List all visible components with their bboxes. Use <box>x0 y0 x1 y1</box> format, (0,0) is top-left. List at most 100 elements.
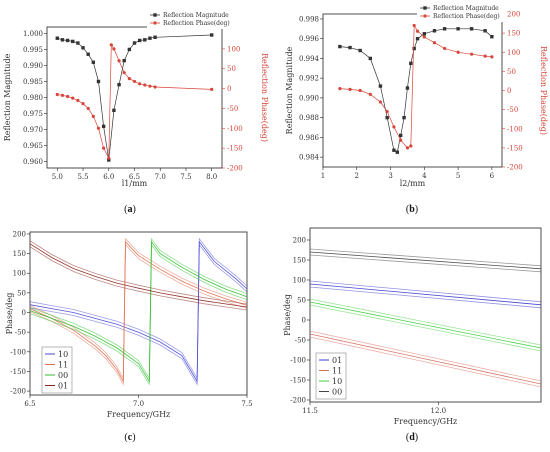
panel-d-y-tick-label: -200 <box>290 397 306 405</box>
panel-b-series-reflection-magnitude-point <box>392 148 396 152</box>
panel-a-y2-tick-label: -100 <box>227 125 243 133</box>
panel-b-series-reflection-magnitude-point <box>395 150 400 154</box>
panel-b-series-reflection-magnitude-point <box>409 61 413 66</box>
panel-a-y-tick-label: 1.000 <box>23 30 43 38</box>
panel-d-series-11-line <box>309 330 542 382</box>
panel-d-series-01-line <box>309 280 542 303</box>
panel-d-y-tick-label: -100 <box>290 357 306 365</box>
panel-a-series-reflection-magnitude-point <box>96 79 101 84</box>
panel-d-y-tick-label: -150 <box>290 377 306 385</box>
panel-b-y-tick-label: 0.996 <box>299 35 320 43</box>
panel-a-series-reflection-magnitude-point <box>132 41 137 45</box>
panel-b-series-reflection-magnitude-point <box>402 115 406 120</box>
panel-a-series-reflection-magnitude-point <box>137 38 142 43</box>
panel-b-series-reflection-magnitude-point <box>483 29 487 33</box>
panel-a-series-reflection-phase-deg--point <box>122 71 126 75</box>
panel-a-series-reflection-magnitude-point <box>107 158 111 162</box>
panel-a-series-reflection-phase-deg--point <box>71 96 75 100</box>
panel-a-series-reflection-phase-deg--point <box>210 87 214 91</box>
panel-b-series-reflection-magnitude-point <box>490 35 494 39</box>
panel-a-y2-axis-title: Reflection Phase(deg) <box>260 53 269 142</box>
panel-b-y-tick-label: 0.984 <box>299 154 320 162</box>
panel-b-y2-tick-label: -50 <box>507 106 518 114</box>
panel-a-series-reflection-magnitude-point <box>86 52 90 56</box>
panel-a-series-reflection-phase-deg--point <box>138 82 142 86</box>
panel-c-legend-label: 01 <box>58 382 68 391</box>
panel-a-series-reflection-magnitude-point <box>112 108 116 113</box>
panel-a-y-tick-label: 0.990 <box>23 62 43 70</box>
panel-b-x-tick-label: 6 <box>490 172 495 180</box>
panel-b-series-reflection-phase-deg--point <box>412 23 416 28</box>
panel-b-series-reflection-magnitude-point <box>469 27 474 31</box>
panel-a-series-reflection-phase-deg--point <box>102 146 106 150</box>
panel-a-y-tick-label: 0.995 <box>23 46 43 54</box>
panel-b-y2-axis-title: Reflection Phase(deg) <box>539 46 548 135</box>
panel-b-series-reflection-magnitude-point <box>378 84 383 88</box>
panel-b-x-tick-label: 2 <box>355 172 359 180</box>
panel-d-plot-frame <box>309 227 542 403</box>
panel-c-x-tick-label: 7.0 <box>133 400 144 408</box>
panel-c-series-11-line <box>29 243 248 386</box>
panel-a-series-reflection-magnitude-point <box>81 46 85 50</box>
panel-b-series-reflection-phase-deg--point <box>378 100 383 104</box>
panel-b-series-reflection-phase-deg--point <box>422 35 426 39</box>
panel-b-series-reflection-magnitude-point <box>368 56 372 61</box>
panel-a-series-reflection-phase-deg--point <box>117 59 121 63</box>
panel-a-series-reflection-phase-deg--point <box>91 114 95 118</box>
panel-b-series-reflection-magnitude-point <box>398 133 403 138</box>
panel-a-y-tick-label: 0.965 <box>23 142 43 150</box>
panel-d-y-tick-label: 0 <box>302 317 306 325</box>
panel-b-series-reflection-phase-deg--point <box>483 54 487 58</box>
panel-d-series-01-line <box>309 283 542 306</box>
panel-a-legend-box <box>147 10 237 29</box>
panel-a-x-tick-label: 5.5 <box>77 173 88 181</box>
panel-b-y-tick-label: 0.988 <box>299 114 319 122</box>
panel-a-series-reflection-magnitude-point <box>60 38 65 42</box>
panel-b-series-reflection-magnitude-line <box>339 28 493 153</box>
panel-c-y-tick-label: -200 <box>10 388 26 396</box>
panel-b-y2-tick-label: 0 <box>507 87 511 95</box>
panel-b-y-tick-label: 0.990 <box>299 94 319 102</box>
panel-a-y-axis-title: Reflection Magnitude <box>3 53 12 141</box>
panel-d-x-tick-label: 12.0 <box>431 407 447 415</box>
panel-b-series-reflection-magnitude-point <box>405 86 410 90</box>
panel-d-series-10-line <box>309 304 542 352</box>
panel-d-series-00-line <box>309 251 542 270</box>
panel-b-y-tick-label: 0.994 <box>299 55 320 63</box>
panel-b-series-reflection-magnitude-point <box>422 32 427 36</box>
panel-c-y-tick-label: -100 <box>10 348 26 356</box>
panel-a-series-reflection-magnitude-line <box>57 34 212 161</box>
panel-c-x-tick-label: 6.5 <box>24 400 35 408</box>
panel-b-series-reflection-magnitude-point <box>415 36 420 41</box>
panel-d-series-11-line <box>309 333 542 385</box>
panel-a-x-tick-label: 7.0 <box>155 173 166 181</box>
panel-a-legend-label: Reflection Phase(deg) <box>163 20 230 27</box>
panel-b-series-reflection-phase-deg--point <box>415 29 420 33</box>
panel-b-y2-tick-label: -100 <box>507 125 523 133</box>
panel-b-y2-tick-label: 50 <box>507 68 516 76</box>
panel-a-x-axis-title: l1/mm <box>122 179 148 188</box>
panel-b-legend-box <box>417 3 507 22</box>
panel-a-series-reflection-phase-deg--point <box>109 43 113 47</box>
panel-b-y-axis-title: Reflection Magnitude <box>285 46 294 134</box>
panel-a-y-tick-label: 0.980 <box>23 94 43 102</box>
panel-d-y-tick-label: 200 <box>293 237 306 245</box>
panel-a-y-tick-label: 0.960 <box>23 158 43 166</box>
panel-a-series-reflection-magnitude-point <box>153 35 157 39</box>
panel-a-series-reflection-phase-deg--point <box>107 156 111 160</box>
panel-b-series-reflection-phase-deg--point <box>358 88 362 93</box>
panel-b-x-tick-label: 1 <box>321 172 325 180</box>
panel-b-y2-tick-label: 150 <box>507 30 520 38</box>
panel-b-series-reflection-magnitude-point <box>456 27 460 31</box>
panel-c-series-10-line <box>29 240 248 383</box>
panel-c-panel-label: (c) <box>124 432 135 443</box>
panel-a-y2-tick-label: -200 <box>227 165 243 173</box>
panel-c-series-10-line <box>29 237 248 380</box>
panel-a-y-tick-label: 0.970 <box>23 126 43 134</box>
panel-b-series-reflection-phase-deg--point <box>368 92 372 96</box>
panel-b-y-tick-label: 0.998 <box>299 15 319 23</box>
panel-d-legend-label: 01 <box>332 356 342 365</box>
panel-a-series-reflection-phase-deg--point <box>65 94 70 99</box>
panel-a-series-reflection-phase-deg--point <box>148 84 152 88</box>
